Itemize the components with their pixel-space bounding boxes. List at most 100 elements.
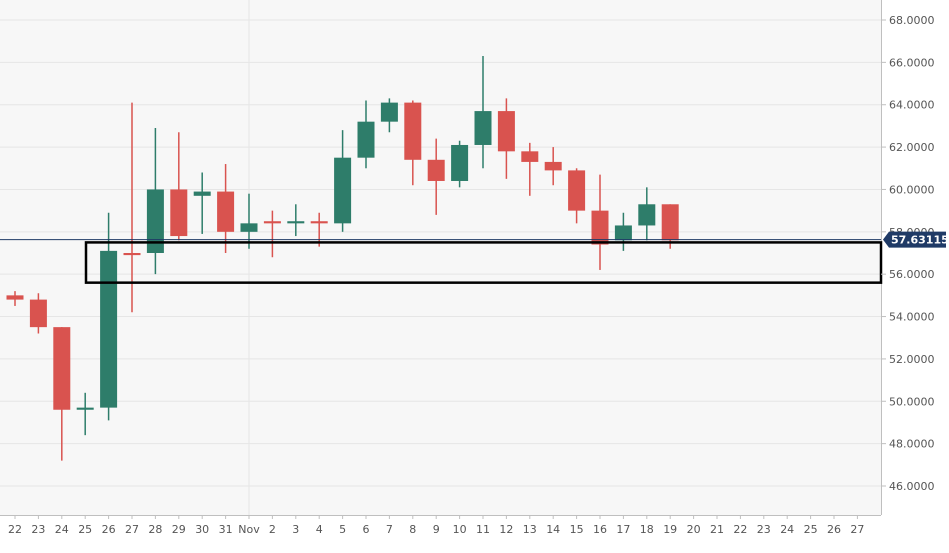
candle-body	[474, 111, 492, 145]
candle	[427, 138, 445, 215]
current-price-tag: 57.631153	[883, 231, 949, 248]
price-tag-shape	[883, 231, 946, 248]
x-tick-label: 11	[476, 523, 490, 536]
candle	[334, 130, 352, 232]
candle-body	[217, 191, 235, 232]
candle	[6, 291, 24, 306]
candle	[474, 56, 492, 169]
candle-body	[76, 407, 94, 410]
candle-body	[568, 170, 586, 211]
candle-body	[263, 221, 281, 224]
x-tick-label: 24	[55, 523, 69, 536]
candle-body	[100, 250, 118, 408]
y-tick-label: 56.0000	[889, 268, 935, 281]
candle	[100, 212, 118, 421]
y-tick-label: 62.0000	[889, 141, 935, 154]
candle-body	[380, 102, 398, 122]
x-tick-label: 20	[687, 523, 701, 536]
x-tick-label: 7	[386, 523, 393, 536]
x-tick-label: 27	[850, 523, 864, 536]
candle-body	[404, 102, 422, 160]
x-tick-label: 25	[78, 523, 92, 536]
candle	[310, 212, 328, 247]
candle-body	[638, 204, 656, 226]
x-tick-label: 23	[757, 523, 771, 536]
y-tick-label: 66.0000	[889, 56, 935, 69]
y-tick-label: 52.0000	[889, 353, 935, 366]
candle	[638, 187, 656, 241]
candle	[614, 212, 632, 251]
candle-body	[193, 191, 211, 196]
x-tick-label: 24	[780, 523, 794, 536]
y-tick-label: 48.0000	[889, 438, 935, 451]
plot-area	[0, 0, 881, 515]
candle	[53, 327, 71, 461]
x-tick-label: 22	[733, 523, 747, 536]
candle-body	[287, 221, 305, 224]
x-tick-label: 8	[409, 523, 416, 536]
x-tick-label: 19	[663, 523, 677, 536]
candle-body	[451, 144, 469, 181]
candle	[591, 174, 609, 270]
candle-body	[146, 189, 164, 253]
x-tick-label: 10	[453, 523, 467, 536]
x-tick-label: 5	[339, 523, 346, 536]
price-tag-label: 57.631153	[891, 234, 949, 247]
support-zone-box	[84, 241, 883, 284]
x-tick-label: 30	[195, 523, 209, 536]
candle-body	[497, 111, 515, 152]
candle	[380, 98, 398, 133]
candle	[357, 100, 375, 169]
candle-body	[170, 189, 188, 237]
x-tick-label: 22	[8, 523, 22, 536]
y-tick-label: 46.0000	[889, 480, 935, 493]
candle-body	[123, 253, 141, 256]
candle	[263, 210, 281, 258]
y-tick-label: 50.0000	[889, 395, 935, 408]
candle-body	[591, 210, 609, 245]
candle-body	[661, 204, 679, 241]
candle	[287, 204, 305, 237]
candle	[217, 164, 235, 253]
x-tick-label: Nov	[238, 523, 260, 536]
candle	[123, 102, 141, 313]
candle-body	[544, 161, 562, 171]
candle	[404, 100, 422, 186]
x-tick-label: 29	[172, 523, 186, 536]
candle	[497, 98, 515, 179]
candle-body	[240, 223, 258, 232]
candle-body	[614, 225, 632, 241]
x-tick-label: 16	[593, 523, 607, 536]
x-tick-label: 4	[316, 523, 323, 536]
candle	[451, 140, 469, 188]
candle	[29, 293, 47, 334]
x-tick-label: 25	[804, 523, 818, 536]
candle-body	[310, 221, 328, 224]
candle	[146, 128, 164, 275]
candle	[170, 132, 188, 241]
candle-body	[357, 121, 375, 158]
candle	[76, 392, 94, 436]
candle-body	[53, 327, 71, 410]
candle	[521, 142, 539, 196]
candle-body	[29, 299, 47, 328]
x-tick-label: 17	[616, 523, 630, 536]
candle-body	[427, 159, 445, 181]
x-tick-label: 15	[570, 523, 584, 536]
candle	[193, 172, 211, 234]
x-tick-label: 2	[269, 523, 276, 536]
x-tick-label: 14	[546, 523, 560, 536]
candle-body	[521, 151, 539, 162]
x-tick-label: 9	[433, 523, 440, 536]
candle	[544, 147, 562, 186]
candle-body	[334, 157, 352, 224]
x-tick-label: 12	[499, 523, 513, 536]
x-tick-label: 26	[827, 523, 841, 536]
x-tick-label: 18	[640, 523, 654, 536]
x-tick-label: 26	[102, 523, 116, 536]
x-tick-label: 23	[31, 523, 45, 536]
x-tick-label: 21	[710, 523, 724, 536]
x-tick-label: 13	[523, 523, 537, 536]
